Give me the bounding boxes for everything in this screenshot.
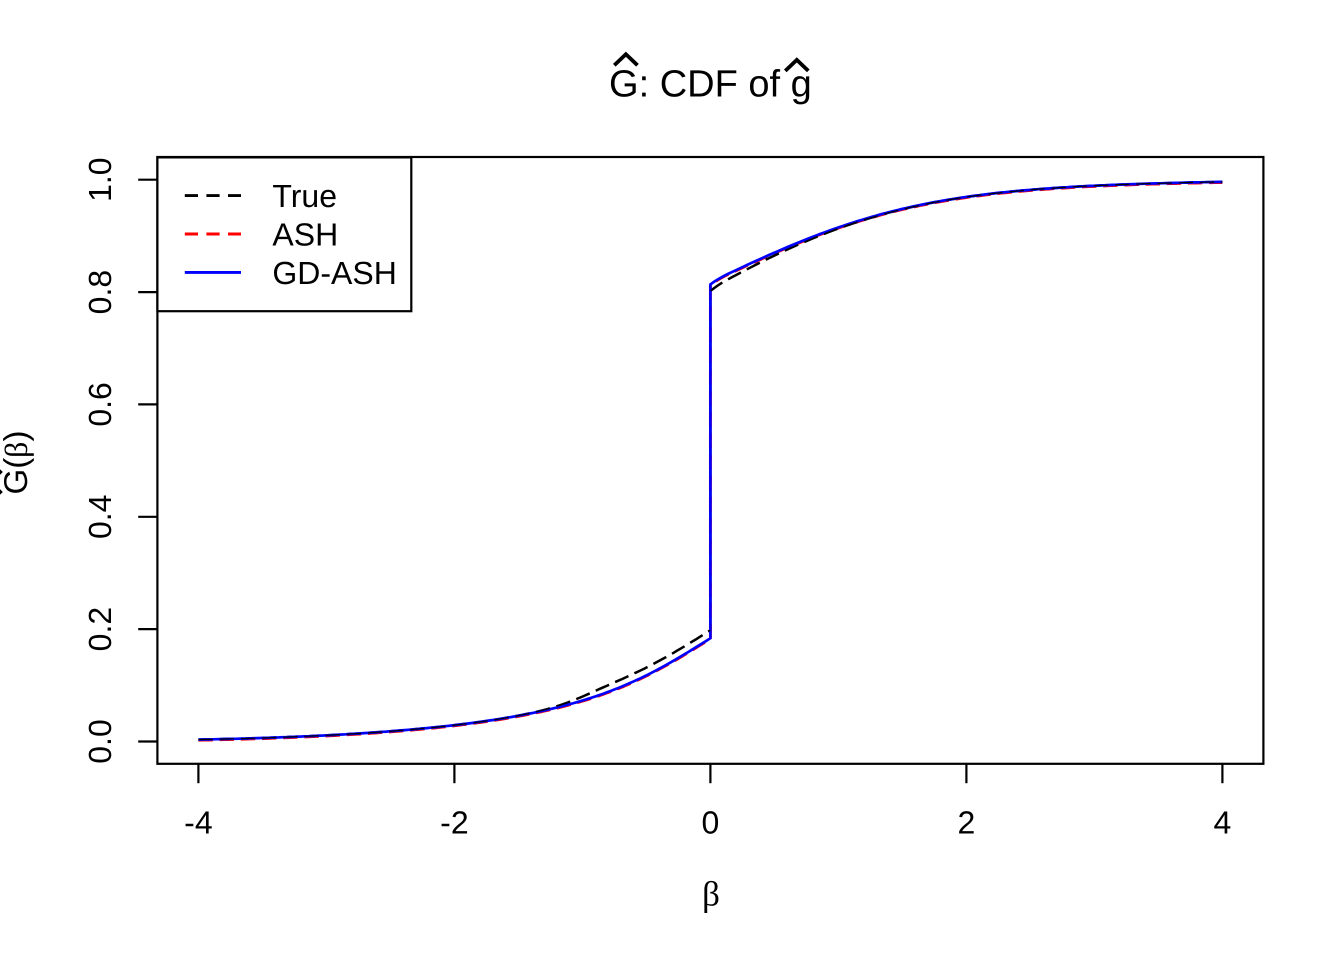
svg-text:0.2: 0.2	[82, 607, 118, 651]
svg-text:0.6: 0.6	[82, 382, 118, 426]
svg-text:G: CDF of g: G: CDF of g	[609, 64, 812, 106]
svg-text:2: 2	[958, 805, 976, 841]
svg-text:ASH: ASH	[272, 216, 338, 252]
svg-text:True: True	[272, 178, 337, 214]
svg-text:β: β	[702, 874, 720, 913]
svg-text:0.0: 0.0	[82, 719, 118, 763]
svg-text:GD-ASH: GD-ASH	[272, 255, 396, 291]
svg-text:4: 4	[1214, 805, 1232, 841]
svg-text:G(β): G(β)	[0, 431, 34, 495]
svg-text:0.4: 0.4	[82, 495, 118, 539]
svg-text:1.0: 1.0	[82, 157, 118, 201]
svg-text:-4: -4	[184, 805, 212, 841]
svg-text:-2: -2	[440, 805, 468, 841]
svg-text:0.8: 0.8	[82, 270, 118, 314]
svg-text:0: 0	[702, 805, 720, 841]
